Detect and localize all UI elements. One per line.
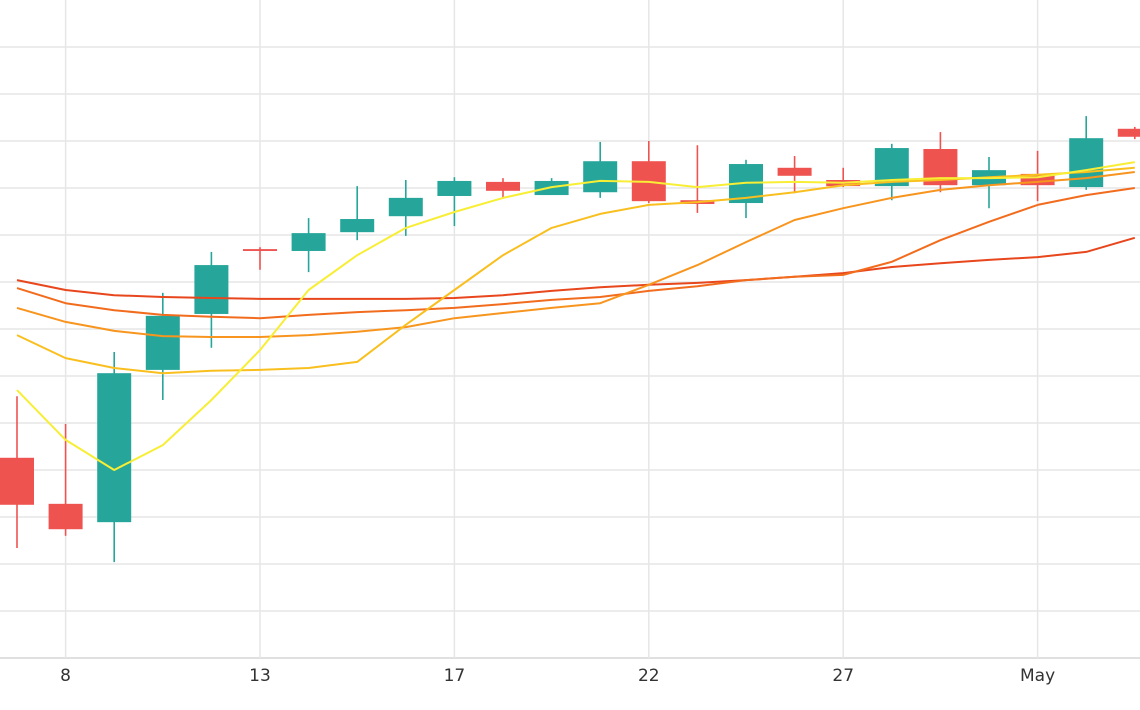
x-tick-label: 13	[249, 666, 271, 686]
candle-body	[1020, 173, 1055, 186]
x-tick-label: 17	[444, 666, 466, 686]
x-tick-label: 27	[832, 666, 854, 686]
candle-body	[388, 197, 423, 217]
candle-body	[145, 315, 180, 370]
x-tick-label: 22	[638, 666, 660, 686]
candle-body	[486, 181, 520, 191]
candle-body	[243, 249, 277, 251]
candle-body	[48, 503, 83, 530]
candle-body	[194, 265, 229, 314]
candle-body	[0, 457, 34, 505]
candle-body	[340, 219, 375, 233]
candle-body	[97, 373, 132, 523]
x-tick-label: May	[1020, 666, 1055, 686]
candles	[0, 116, 1140, 563]
moving-averages	[16, 161, 1136, 471]
candle-body	[437, 180, 472, 196]
x-tick-label: 8	[60, 666, 71, 686]
candle-body	[583, 161, 618, 193]
line	[16, 161, 1135, 471]
candle-body	[777, 167, 812, 176]
line	[16, 236, 1136, 300]
line	[16, 187, 1135, 320]
line	[16, 171, 1135, 338]
grid	[0, 0, 1140, 659]
line	[16, 166, 1135, 375]
candle-body	[1117, 128, 1140, 137]
candle-body	[291, 233, 326, 251]
